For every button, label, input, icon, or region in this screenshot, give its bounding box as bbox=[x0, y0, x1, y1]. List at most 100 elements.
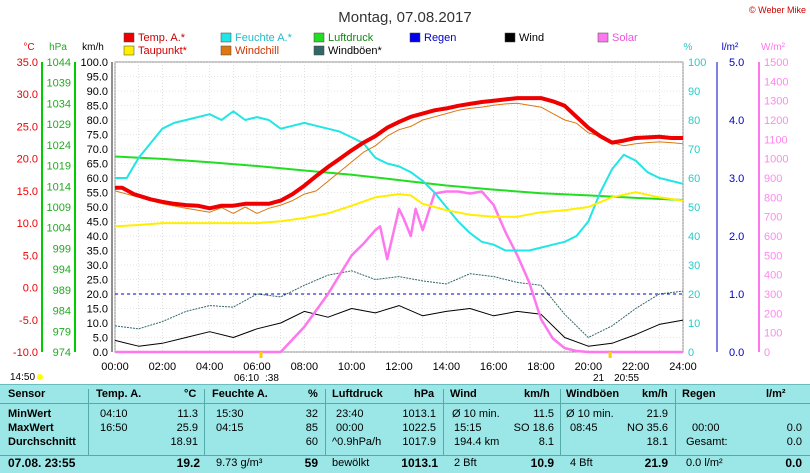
wind-tick-label: 80.0 bbox=[87, 115, 108, 127]
current-timestamp: 07.08. 23:55 bbox=[8, 456, 76, 470]
abs-humidity: 9.73 g/m³ bbox=[216, 457, 263, 469]
solar-tick-label: 1000 bbox=[764, 154, 788, 166]
solar-tick-label: 400 bbox=[764, 270, 782, 282]
legend-label: Feuchte A.* bbox=[235, 32, 293, 44]
x-tick-label: 02:00 bbox=[149, 361, 177, 373]
pressure-tick-label: 1044 bbox=[47, 57, 71, 69]
wind-tick-label: 30.0 bbox=[87, 260, 108, 272]
x-tick-label: 00:00 bbox=[101, 361, 129, 373]
pressure-tick-label: 1024 bbox=[47, 140, 71, 152]
legend-swatch bbox=[313, 45, 325, 56]
wind-tick-label: 35.0 bbox=[87, 246, 108, 258]
temp-tick-label: -5.0 bbox=[19, 315, 38, 327]
temp-axis-unit: °C bbox=[23, 42, 34, 53]
pressure-tick-label: 1034 bbox=[47, 98, 71, 110]
solar-tick-label: 1300 bbox=[764, 96, 788, 108]
pressure-tick-label: 1029 bbox=[47, 119, 71, 131]
min-temp-value: 11.3 bbox=[177, 408, 198, 420]
humidity-tick-label: 60 bbox=[688, 173, 700, 185]
current-gust: 21.9 bbox=[644, 456, 668, 470]
current-pressure: 1013.1 bbox=[401, 456, 438, 470]
max-wind-value: SO 18.6 bbox=[513, 422, 554, 434]
legend-swatch bbox=[313, 32, 325, 43]
avg-hum-value: 60 bbox=[305, 436, 318, 448]
pressure-tick-label: 984 bbox=[53, 306, 71, 318]
sunrise-suffix: :38 bbox=[265, 373, 279, 384]
max-press-time: 00:00 bbox=[336, 422, 364, 434]
header-wind-unit: km/h bbox=[524, 388, 550, 400]
dewpoint-line bbox=[114, 191, 684, 228]
legend-label: Taupunkt* bbox=[138, 45, 188, 57]
max-temp-time: 16:50 bbox=[100, 422, 128, 434]
header-humidity-unit: % bbox=[308, 388, 318, 400]
legend-swatch bbox=[409, 32, 421, 43]
min-temp-time: 04:10 bbox=[100, 408, 128, 420]
min-press-time: 23:40 bbox=[336, 408, 364, 420]
legend-label: Luftdruck bbox=[328, 32, 374, 44]
legend-swatch bbox=[220, 32, 232, 43]
wind-tick-label: 95.0 bbox=[87, 72, 108, 84]
copyright-label: © Weber Mike bbox=[749, 5, 806, 15]
max-rain-time: 00:00 bbox=[692, 422, 720, 434]
solar-tick-label: 100 bbox=[764, 328, 782, 340]
wind-bft: 2 Bft bbox=[454, 457, 477, 469]
solar-tick-label: 1100 bbox=[764, 134, 788, 146]
x-tick-label: 22:00 bbox=[622, 361, 650, 373]
legend-swatch bbox=[220, 45, 232, 56]
humidity-axis-unit: % bbox=[684, 42, 693, 53]
avg-press-value: 1017.9 bbox=[402, 436, 436, 448]
max-temp-value: 25.9 bbox=[176, 422, 198, 434]
legend-label: Temp. A.* bbox=[138, 32, 186, 44]
header-wind: Wind bbox=[450, 388, 477, 400]
wind-tick-label: 40.0 bbox=[87, 231, 108, 243]
sun-marker-icon bbox=[37, 374, 44, 381]
rain-tick-label: 1.0 bbox=[729, 289, 744, 301]
pressure-axis-unit: hPa bbox=[49, 42, 67, 53]
rain-total-value: 0.0 bbox=[786, 436, 802, 448]
wind-tick-label: 10.0 bbox=[87, 318, 108, 330]
rain-total-label: Gesamt: bbox=[686, 436, 728, 448]
temp-tick-label: 30.0 bbox=[17, 89, 38, 101]
weather-state: bewölkt bbox=[332, 457, 370, 469]
wind-tick-label: 85.0 bbox=[87, 101, 108, 113]
header-rain: Regen bbox=[682, 388, 716, 400]
min-wind-value: 11.5 bbox=[533, 408, 554, 420]
min-gust-label: Ø 10 min. bbox=[566, 408, 614, 420]
pressure-tick-label: 1004 bbox=[47, 223, 71, 235]
x-tick-label: 06:00 bbox=[243, 361, 271, 373]
solar-tick-label: 300 bbox=[764, 289, 782, 301]
statistics-table: Sensor Temp. A. °C Feuchte A. % Luftdruc… bbox=[0, 384, 810, 473]
temperature-line bbox=[115, 96, 683, 211]
humidity-tick-label: 70 bbox=[688, 144, 700, 156]
solar-line bbox=[115, 190, 683, 354]
pressure-tick-label: 974 bbox=[53, 347, 71, 359]
x-tick-label: 08:00 bbox=[291, 361, 319, 373]
temp-tick-label: 35.0 bbox=[17, 57, 38, 69]
humidity-line bbox=[115, 110, 684, 252]
rain-tick-label: 0.0 bbox=[729, 347, 744, 359]
legend-swatch bbox=[597, 32, 609, 43]
pressure-tick-label: 989 bbox=[53, 285, 71, 297]
solar-tick-label: 1400 bbox=[764, 76, 788, 88]
max-wind-time: 15:15 bbox=[454, 422, 482, 434]
x-tick-label: 04:00 bbox=[196, 361, 224, 373]
humidity-tick-label: 50 bbox=[688, 202, 700, 214]
pressure-tick-label: 999 bbox=[53, 243, 71, 255]
sunset-prefix: 21 bbox=[593, 373, 605, 384]
temp-tick-label: 5.0 bbox=[23, 250, 38, 262]
header-pressure: Luftdruck bbox=[332, 388, 383, 400]
legend-label: Solar bbox=[612, 32, 638, 44]
x-tick-label: 24:00 bbox=[669, 361, 697, 373]
x-tick-label: 18:00 bbox=[527, 361, 555, 373]
pressure-tick-label: 979 bbox=[53, 326, 71, 338]
humidity-tick-label: 40 bbox=[688, 231, 700, 243]
header-gust: Windböen bbox=[566, 388, 620, 400]
max-gust-value: NO 35.6 bbox=[627, 422, 668, 434]
humidity-tick-label: 90 bbox=[688, 86, 700, 98]
humidity-tick-label: 30 bbox=[688, 260, 700, 272]
pressure-tick-label: 1019 bbox=[47, 161, 71, 173]
min-gust-value: 21.9 bbox=[646, 408, 668, 420]
x-tick-label: 20:00 bbox=[575, 361, 603, 373]
legend-label: Regen bbox=[424, 32, 456, 44]
temp-tick-label: 10.0 bbox=[17, 218, 38, 230]
